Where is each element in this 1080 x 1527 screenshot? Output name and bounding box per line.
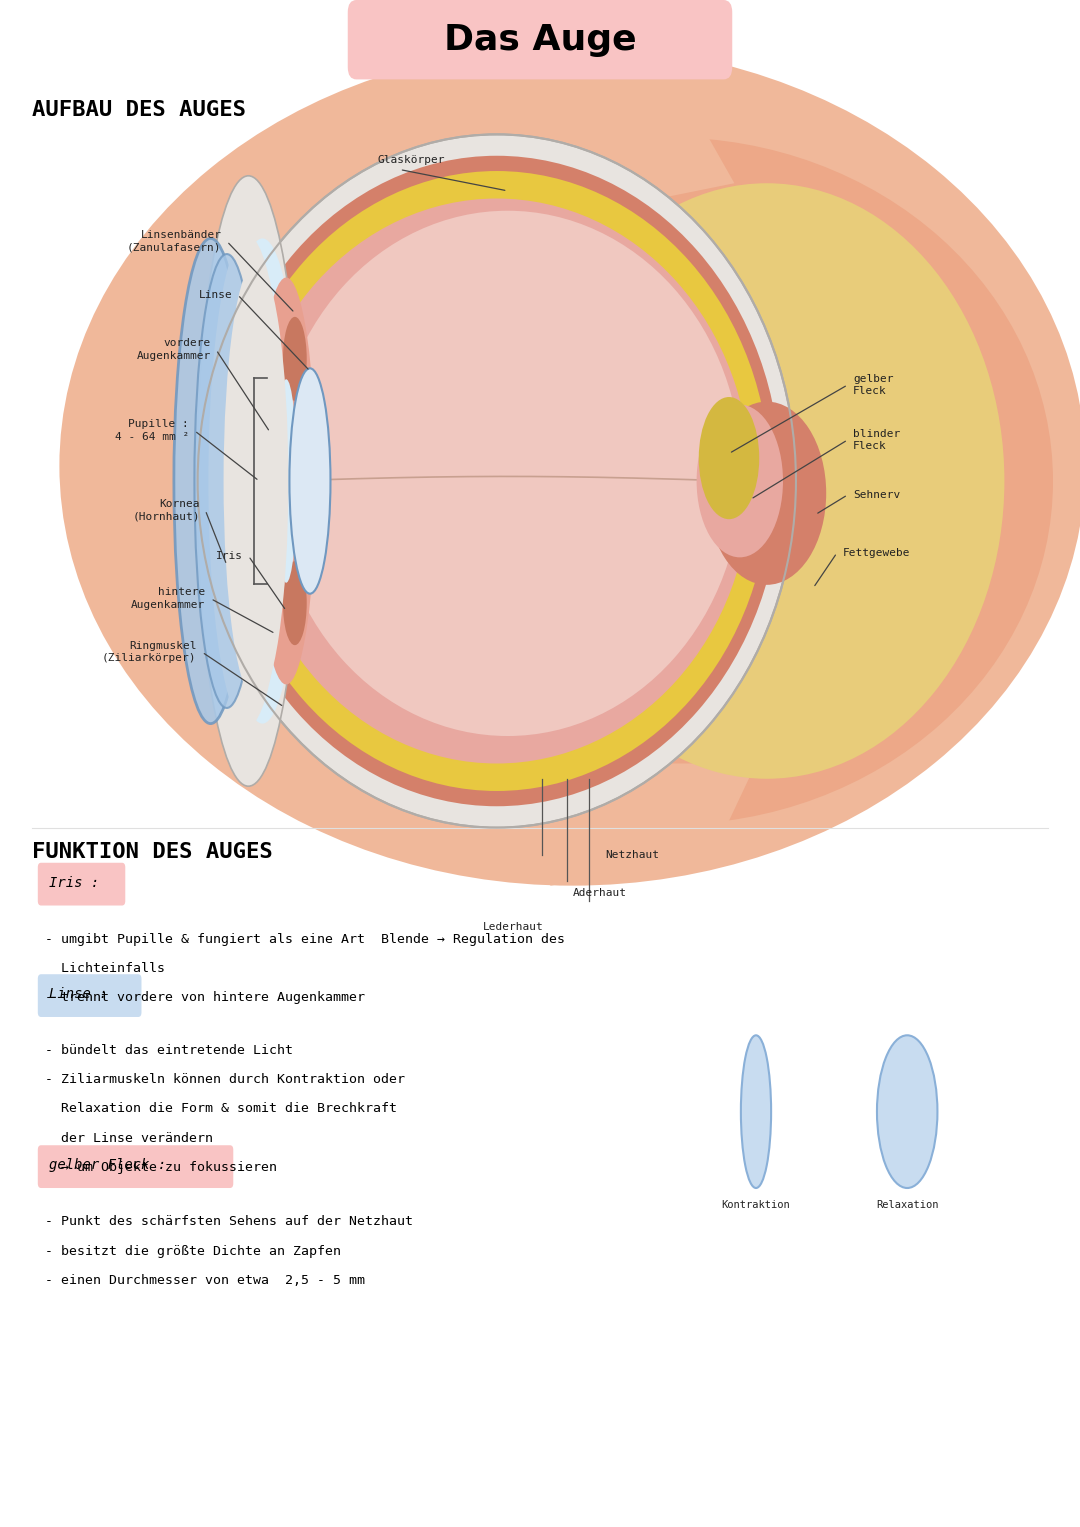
Polygon shape xyxy=(443,764,756,886)
FancyBboxPatch shape xyxy=(38,863,125,906)
Text: - bündelt das eintretende Licht: - bündelt das eintretende Licht xyxy=(45,1044,294,1058)
Ellipse shape xyxy=(224,263,288,699)
Ellipse shape xyxy=(224,238,301,724)
Text: → um Objekte zu fokussieren: → um Objekte zu fokussieren xyxy=(45,1161,278,1174)
Ellipse shape xyxy=(283,316,307,402)
Ellipse shape xyxy=(198,134,796,828)
Ellipse shape xyxy=(699,397,759,519)
Text: gelber
Fleck: gelber Fleck xyxy=(853,374,894,395)
FancyBboxPatch shape xyxy=(348,0,732,79)
Text: Relaxation: Relaxation xyxy=(876,1200,939,1211)
Text: Lederhaut: Lederhaut xyxy=(483,922,543,931)
Ellipse shape xyxy=(707,405,923,573)
Text: Linse :: Linse : xyxy=(49,986,107,1002)
Ellipse shape xyxy=(443,199,767,764)
Ellipse shape xyxy=(697,405,783,557)
Text: Aderhaut: Aderhaut xyxy=(572,889,626,898)
FancyBboxPatch shape xyxy=(761,440,896,522)
Ellipse shape xyxy=(741,1035,771,1188)
Text: hintere
Augenkammer: hintere Augenkammer xyxy=(131,588,205,609)
Ellipse shape xyxy=(273,211,742,736)
Text: - einen Durchmesser von etwa  2,5 - 5 mm: - einen Durchmesser von etwa 2,5 - 5 mm xyxy=(45,1274,365,1287)
Ellipse shape xyxy=(213,156,781,806)
Ellipse shape xyxy=(707,402,826,585)
Ellipse shape xyxy=(257,278,315,684)
Text: - besitzt die größte Dichte an Zapfen: - besitzt die größte Dichte an Zapfen xyxy=(45,1245,341,1258)
Text: Kontraktion: Kontraktion xyxy=(721,1200,791,1211)
Text: vordere
Augenkammer: vordere Augenkammer xyxy=(136,339,211,360)
Text: Glaskörper: Glaskörper xyxy=(378,156,446,165)
Text: Relaxation die Form & somit die Brechkraft: Relaxation die Form & somit die Brechkra… xyxy=(45,1102,397,1116)
FancyBboxPatch shape xyxy=(38,974,141,1017)
Ellipse shape xyxy=(224,171,770,791)
Ellipse shape xyxy=(877,1035,937,1188)
Ellipse shape xyxy=(529,183,1004,779)
Ellipse shape xyxy=(208,235,286,727)
Ellipse shape xyxy=(194,253,259,709)
Text: Sehnerv: Sehnerv xyxy=(853,490,901,499)
FancyBboxPatch shape xyxy=(38,1145,233,1188)
Text: Linsenbänder
(Zanulafasern): Linsenbänder (Zanulafasern) xyxy=(126,231,221,252)
Text: gelber Fleck :: gelber Fleck : xyxy=(49,1157,166,1173)
Ellipse shape xyxy=(198,176,300,786)
Text: - Punkt des schärfsten Sehens auf der Netzhaut: - Punkt des schärfsten Sehens auf der Ne… xyxy=(45,1215,414,1229)
Text: Das Auge: Das Auge xyxy=(444,23,636,56)
Ellipse shape xyxy=(275,379,297,583)
Text: blinder
Fleck: blinder Fleck xyxy=(853,429,901,450)
Text: der Linse verändern: der Linse verändern xyxy=(45,1132,214,1145)
Text: FUNKTION DES AUGES: FUNKTION DES AUGES xyxy=(32,841,273,863)
Text: Kornea
(Hornhaut): Kornea (Hornhaut) xyxy=(133,499,200,521)
Text: - trennt vordere von hintere Augenkammer: - trennt vordere von hintere Augenkammer xyxy=(45,991,365,1005)
Text: Ringmuskel
(Ziliarkörper): Ringmuskel (Ziliarkörper) xyxy=(102,641,197,663)
Ellipse shape xyxy=(59,46,1080,886)
Text: Linse: Linse xyxy=(199,290,232,299)
Ellipse shape xyxy=(286,137,1053,825)
Text: Fettgewebe: Fettgewebe xyxy=(842,548,909,557)
Text: - Ziliarmuskeln können durch Kontraktion oder: - Ziliarmuskeln können durch Kontraktion… xyxy=(45,1073,405,1087)
Ellipse shape xyxy=(283,560,307,644)
Polygon shape xyxy=(443,76,734,199)
Text: AUFBAU DES AUGES: AUFBAU DES AUGES xyxy=(32,99,246,121)
Text: Pupille :
4 - 64 mm ²: Pupille : 4 - 64 mm ² xyxy=(114,420,189,441)
Ellipse shape xyxy=(243,199,751,764)
Text: Netzhaut: Netzhaut xyxy=(605,851,659,860)
Text: - umgibt Pupille & fungiert als eine Art  Blende → Regulation des: - umgibt Pupille & fungiert als eine Art… xyxy=(45,933,565,947)
Ellipse shape xyxy=(174,238,247,724)
Text: Iris: Iris xyxy=(216,551,243,560)
Text: Iris :: Iris : xyxy=(49,875,99,890)
Text: Lichteinfalls: Lichteinfalls xyxy=(45,962,165,976)
Ellipse shape xyxy=(289,368,330,594)
